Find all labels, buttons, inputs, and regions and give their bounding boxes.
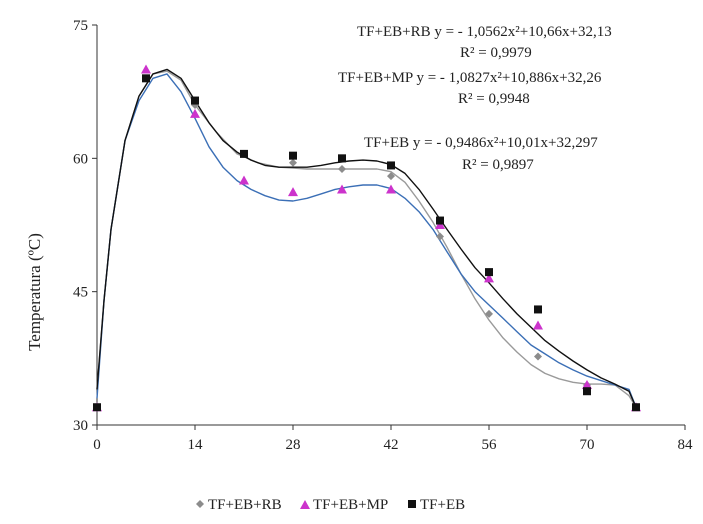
x-tick-label: 70 bbox=[580, 437, 595, 453]
data-point-diamond bbox=[534, 352, 542, 361]
x-ticks: 0 14 28 42 56 70 84 bbox=[93, 425, 693, 453]
trend-lines bbox=[96, 68, 637, 408]
data-point-diamond bbox=[289, 158, 297, 167]
data-point-triangle bbox=[288, 187, 298, 197]
equation-annotations: TF+EB+RB y = - 1,0562x²+10,66x+32,13 R² … bbox=[338, 24, 612, 173]
data-point-square bbox=[338, 154, 346, 163]
legend-marker-diamond bbox=[196, 500, 204, 508]
data-point-diamond bbox=[387, 172, 395, 181]
data-point-triangle bbox=[484, 273, 494, 283]
equation-rb: TF+EB+RB y = - 1,0562x²+10,66x+32,13 bbox=[357, 24, 612, 40]
legend-marker-triangle bbox=[300, 500, 310, 509]
legend-marker-square bbox=[408, 500, 416, 508]
trend-line-1 bbox=[96, 73, 637, 408]
data-point-square bbox=[240, 149, 248, 158]
y-axis-label: Temperatura (ºC) bbox=[25, 233, 44, 351]
data-point-triangle bbox=[141, 64, 151, 74]
data-point-square bbox=[142, 74, 150, 83]
data-point-triangle bbox=[190, 108, 200, 118]
plot-area: 30 45 60 75 0 14 28 42 56 70 84 bbox=[73, 18, 693, 453]
data-point-square bbox=[436, 216, 444, 225]
r2-eb: R² = 0,9897 bbox=[462, 157, 534, 173]
legend-label-mp: TF+EB+MP bbox=[313, 497, 388, 513]
x-tick-label: 14 bbox=[188, 437, 204, 453]
data-point-diamond bbox=[436, 232, 444, 241]
legend-label-rb: TF+EB+RB bbox=[208, 497, 282, 513]
data-point-square bbox=[632, 403, 640, 412]
y-tick-label: 75 bbox=[73, 18, 88, 34]
data-point-triangle bbox=[533, 320, 543, 330]
x-tick-label: 28 bbox=[286, 437, 301, 453]
data-point-square bbox=[191, 96, 199, 105]
data-point-triangle bbox=[386, 184, 396, 194]
legend-label-eb: TF+EB bbox=[420, 497, 465, 513]
data-point-square bbox=[583, 387, 591, 396]
y-tick-label: 60 bbox=[73, 151, 88, 167]
y-tick-label: 45 bbox=[73, 285, 88, 301]
trend-line-0 bbox=[96, 70, 637, 408]
data-point-square bbox=[93, 403, 101, 412]
equation-mp: TF+EB+MP y = - 1,0827x²+10,886x+32,26 bbox=[338, 70, 602, 86]
data-point-square bbox=[387, 161, 395, 170]
legend: TF+EB+RB TF+EB+MP TF+EB bbox=[196, 497, 465, 513]
x-tick-label: 42 bbox=[384, 437, 399, 453]
r2-mp: R² = 0,9948 bbox=[458, 91, 530, 107]
data-point-triangle bbox=[239, 175, 249, 185]
y-tick-label: 30 bbox=[73, 418, 88, 434]
data-point-square bbox=[485, 268, 493, 277]
y-ticks: 30 45 60 75 bbox=[73, 18, 97, 434]
data-point-square bbox=[289, 151, 297, 160]
data-markers bbox=[92, 64, 641, 412]
data-point-diamond bbox=[485, 309, 493, 318]
r2-rb: R² = 0,9979 bbox=[460, 45, 532, 61]
data-point-diamond bbox=[338, 165, 346, 173]
x-tick-label: 56 bbox=[482, 437, 498, 453]
data-point-triangle bbox=[582, 380, 592, 389]
equation-eb: TF+EB y = - 0,9486x²+10,01x+32,297 bbox=[364, 135, 598, 151]
trend-line-2 bbox=[96, 68, 637, 408]
x-tick-label: 84 bbox=[678, 437, 694, 453]
data-point-triangle bbox=[337, 184, 347, 194]
data-point-square bbox=[534, 305, 542, 314]
x-tick-label: 0 bbox=[93, 437, 101, 453]
